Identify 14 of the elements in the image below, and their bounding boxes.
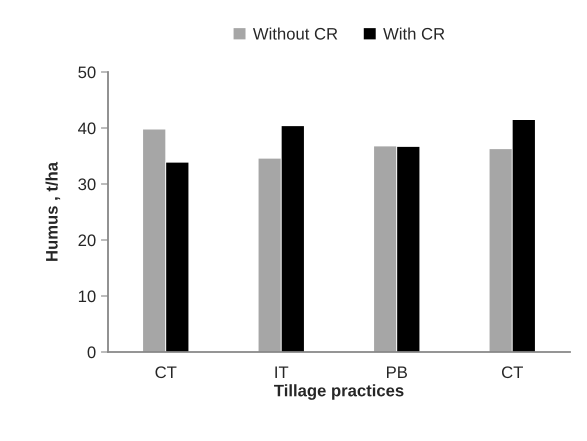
y-tick-label: 20	[78, 234, 96, 246]
y-tick-label: 0	[88, 346, 96, 358]
y-axis-title: Humus , t/ha	[45, 162, 60, 261]
x-axis-title: Tillage practices	[274, 384, 404, 400]
legend-label: Without CR	[252, 27, 338, 40]
x-tick-label: IT	[275, 366, 288, 378]
x-tick-label: CT	[502, 366, 523, 378]
y-tick-label: 50	[78, 66, 96, 78]
legend-label: With CR	[383, 27, 444, 40]
y-tick-label: 30	[78, 178, 96, 190]
y-tick-label: 10	[78, 290, 96, 302]
y-tick-label: 40	[78, 122, 96, 134]
x-tick-label: CT	[155, 366, 176, 378]
x-tick-label: PB	[387, 366, 407, 378]
